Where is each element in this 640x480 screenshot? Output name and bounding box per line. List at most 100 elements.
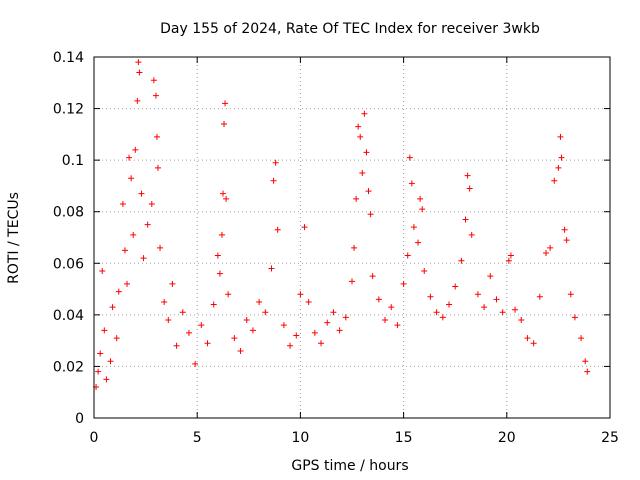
data-point bbox=[558, 154, 565, 161]
data-point bbox=[297, 291, 304, 298]
data-point bbox=[464, 172, 471, 179]
data-point bbox=[220, 190, 226, 197]
x-tick-label: 25 bbox=[601, 430, 619, 446]
data-point bbox=[462, 216, 469, 223]
data-point bbox=[446, 301, 453, 308]
x-tick-label: 10 bbox=[291, 430, 309, 446]
data-point bbox=[280, 322, 287, 329]
data-point bbox=[439, 314, 446, 321]
data-point bbox=[135, 59, 142, 66]
data-point bbox=[551, 177, 558, 184]
data-point bbox=[408, 180, 415, 187]
data-point bbox=[161, 298, 168, 305]
data-point bbox=[222, 100, 229, 107]
data-point bbox=[256, 298, 263, 305]
data-point bbox=[417, 195, 424, 202]
y-tick-label: 0 bbox=[75, 411, 84, 427]
data-point bbox=[173, 342, 180, 349]
y-tick-label: 0.14 bbox=[53, 50, 84, 66]
data-point bbox=[153, 133, 160, 140]
data-point bbox=[468, 231, 475, 238]
data-point bbox=[221, 121, 228, 128]
data-point bbox=[144, 221, 151, 228]
data-point bbox=[150, 77, 157, 84]
data-point bbox=[121, 247, 128, 254]
data-point bbox=[563, 237, 570, 244]
data-point bbox=[101, 327, 108, 334]
data-point bbox=[369, 273, 376, 280]
data-point bbox=[555, 164, 562, 171]
data-point bbox=[130, 231, 137, 238]
data-point bbox=[421, 268, 428, 275]
data-point bbox=[169, 280, 176, 287]
data-point bbox=[270, 177, 277, 184]
data-point bbox=[493, 296, 500, 303]
data-point bbox=[324, 319, 331, 326]
data-point bbox=[115, 288, 122, 295]
x-tick-label: 0 bbox=[90, 430, 99, 446]
data-point bbox=[237, 347, 244, 354]
data-point bbox=[95, 368, 102, 375]
data-point bbox=[126, 154, 133, 161]
data-point bbox=[547, 244, 554, 251]
data-point bbox=[336, 327, 343, 334]
data-point bbox=[406, 154, 413, 161]
data-point bbox=[342, 314, 349, 321]
data-point bbox=[107, 358, 114, 365]
data-point bbox=[204, 340, 211, 347]
data-point bbox=[103, 376, 110, 383]
data-point bbox=[361, 110, 368, 117]
data-point bbox=[400, 280, 407, 287]
data-point bbox=[505, 257, 512, 264]
data-point bbox=[582, 358, 589, 365]
data-point bbox=[132, 146, 139, 153]
data-point bbox=[355, 123, 362, 130]
data-point bbox=[287, 342, 294, 349]
y-axis-label: ROTI / TECUs bbox=[6, 192, 22, 284]
data-point bbox=[543, 249, 550, 256]
data-point bbox=[584, 368, 591, 375]
data-point bbox=[530, 340, 537, 347]
data-point bbox=[571, 314, 578, 321]
data-point bbox=[427, 293, 434, 300]
x-tick-label: 15 bbox=[395, 430, 413, 446]
data-point bbox=[140, 255, 147, 262]
data-point bbox=[330, 309, 337, 316]
data-point bbox=[394, 322, 401, 329]
data-point bbox=[557, 133, 564, 140]
data-point bbox=[109, 304, 116, 311]
data-point bbox=[152, 92, 159, 99]
data-point bbox=[507, 252, 514, 259]
data-point bbox=[487, 273, 494, 280]
data-point bbox=[99, 268, 106, 275]
data-point bbox=[272, 159, 279, 166]
data-point bbox=[138, 190, 145, 197]
data-point bbox=[351, 244, 358, 251]
data-point bbox=[148, 200, 155, 207]
data-point bbox=[466, 185, 473, 192]
data-point bbox=[499, 309, 506, 316]
data-point bbox=[293, 332, 300, 339]
data-point bbox=[433, 309, 440, 316]
data-point bbox=[165, 317, 172, 324]
y-tick-label: 0.06 bbox=[53, 256, 84, 272]
data-point bbox=[363, 149, 370, 156]
data-point bbox=[301, 224, 308, 231]
data-point bbox=[210, 301, 217, 308]
data-point bbox=[367, 211, 374, 218]
data-point bbox=[410, 224, 417, 231]
data-point bbox=[415, 239, 422, 246]
data-point bbox=[268, 265, 275, 272]
data-point bbox=[349, 278, 355, 285]
x-axis-label: GPS time / hours bbox=[291, 458, 408, 474]
data-point bbox=[524, 335, 531, 342]
data-point bbox=[365, 188, 372, 195]
data-point bbox=[567, 291, 574, 298]
data-point bbox=[512, 306, 519, 313]
data-point bbox=[128, 175, 135, 182]
data-point bbox=[185, 329, 192, 336]
data-point bbox=[375, 296, 382, 303]
data-point bbox=[305, 298, 312, 305]
data-point bbox=[231, 335, 238, 342]
data-point bbox=[458, 257, 465, 264]
